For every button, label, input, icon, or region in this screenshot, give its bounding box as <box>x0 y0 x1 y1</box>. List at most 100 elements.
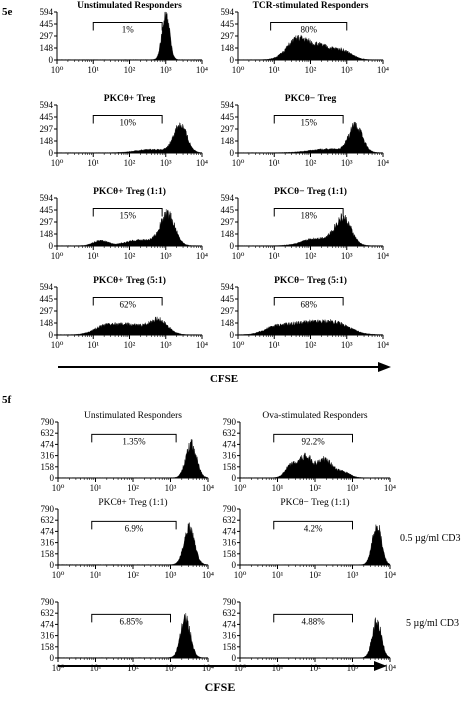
y-tick-label-e2: 445 <box>221 19 235 29</box>
histogram-panel-e2: TCR-stimulated Responders594445297148010… <box>221 1 390 75</box>
x-tick-label-f6: 10³ <box>347 663 359 673</box>
x-tick-label-e3: 10⁴ <box>196 158 208 168</box>
x-tick-label-e8: 10⁴ <box>377 340 389 350</box>
x-tick-label-e4: 10⁴ <box>377 158 389 168</box>
gate-label-e2: 80% <box>300 25 317 35</box>
x-tick-label-f2: 10⁰ <box>234 483 247 493</box>
y-tick-label-e2: 148 <box>221 43 235 53</box>
y-tick-label-e8: 445 <box>221 294 235 304</box>
x-tick-label-e5: 10² <box>124 251 136 261</box>
panel-title-f3: PKCθ+ Treg (1:1) <box>98 497 167 508</box>
y-tick-label-f1: 0 <box>50 473 55 483</box>
y-tick-label-e7: 297 <box>40 306 54 316</box>
y-tick-label-e3: 445 <box>40 112 54 122</box>
panel-title-e8: PKCθ− Treg (5:1) <box>274 275 347 286</box>
y-tick-label-f4: 632 <box>223 515 237 525</box>
x-tick-label-e6: 10² <box>305 251 317 261</box>
x-tick-label-f3: 10⁰ <box>52 570 65 580</box>
y-tick-label-e5: 297 <box>40 217 54 227</box>
panel-title-f1: Unstimulated Responders <box>84 411 182 421</box>
y-tick-label-f1: 790 <box>41 417 55 427</box>
y-tick-label-e7: 0 <box>49 330 54 340</box>
panel-label-5f: 5f <box>2 394 12 406</box>
histogram-panel-f1: Unstimulated Responders79063247431615801… <box>41 411 215 493</box>
gate-bracket-f2 <box>273 433 353 443</box>
y-tick-label-f1: 474 <box>41 439 55 449</box>
x-tick-label-f3: 10² <box>127 570 139 580</box>
y-tick-label-e3: 594 <box>40 100 54 110</box>
gate-label-f6: 4.88% <box>302 616 326 626</box>
x-tick-label-e2: 10³ <box>341 65 353 75</box>
x-tick-label-f2: 10⁴ <box>384 483 396 493</box>
panel-title-e3: PKCθ+ Treg <box>104 94 156 104</box>
x-tick-label-e1: 10⁰ <box>51 65 64 75</box>
x-tick-label-e8: 10² <box>305 340 317 350</box>
gate-label-f3: 6.9% <box>125 523 144 533</box>
y-tick-label-f4: 316 <box>223 538 237 548</box>
y-tick-label-f2: 0 <box>232 473 237 483</box>
x-tick-label-e7: 10³ <box>160 340 172 350</box>
y-tick-label-f3: 632 <box>41 515 55 525</box>
gate-bracket-f1 <box>91 433 177 443</box>
gate-bracket-e3 <box>92 115 163 124</box>
x-tick-label-e4: 10⁰ <box>232 158 245 168</box>
x-tick-label-f5: 10² <box>127 663 139 673</box>
y-tick-label-e5: 0 <box>49 241 54 251</box>
y-tick-label-f3: 158 <box>41 549 55 559</box>
gate-label-e1: 1% <box>122 25 135 35</box>
y-tick-label-f5: 790 <box>41 597 55 607</box>
x-tick-label-e6: 10¹ <box>268 251 280 261</box>
x-tick-label-e6: 10⁰ <box>232 251 245 261</box>
x-tick-label-e1: 10³ <box>160 65 172 75</box>
panel-title-e4: PKCθ− Treg <box>285 94 337 104</box>
x-tick-label-f4: 10² <box>309 570 321 580</box>
panel-title-e6: PKCθ− Treg (1:1) <box>274 186 347 197</box>
y-tick-label-e4: 594 <box>221 100 235 110</box>
x-tick-label-e4: 10¹ <box>268 158 280 168</box>
gate-label-e3: 10% <box>119 118 136 128</box>
x-tick-label-f1: 10⁴ <box>202 483 214 493</box>
y-tick-label-e5: 594 <box>40 193 54 203</box>
gate-label-e7: 62% <box>119 300 136 310</box>
y-tick-label-f6: 632 <box>223 608 237 618</box>
y-tick-label-e2: 0 <box>230 55 235 65</box>
y-tick-label-f6: 316 <box>223 631 237 641</box>
panel-title-e2: TCR-stimulated Responders <box>253 1 369 11</box>
y-tick-label-f1: 316 <box>41 451 55 461</box>
x-tick-label-f5: 10⁴ <box>202 663 214 673</box>
x-tick-label-f3: 10⁴ <box>202 570 214 580</box>
x-tick-label-e1: 10² <box>124 65 136 75</box>
gate-bracket-f3 <box>91 520 177 530</box>
gate-bracket-e4 <box>273 115 344 124</box>
y-tick-label-e4: 148 <box>221 136 235 146</box>
y-tick-label-f1: 632 <box>41 428 55 438</box>
y-tick-label-f2: 316 <box>223 451 237 461</box>
y-tick-label-f5: 0 <box>50 653 55 663</box>
y-tick-label-f3: 474 <box>41 526 55 536</box>
y-tick-label-f6: 0 <box>232 653 237 663</box>
x-tick-label-e7: 10¹ <box>87 340 99 350</box>
x-tick-label-e8: 10¹ <box>268 340 280 350</box>
histogram-fill-e2 <box>237 34 384 61</box>
x-tick-label-e4: 10² <box>305 158 317 168</box>
y-tick-label-e1: 594 <box>40 7 54 17</box>
x-tick-label-e4: 10³ <box>341 158 353 168</box>
y-tick-label-f4: 474 <box>223 526 237 536</box>
x-tick-label-e8: 10⁰ <box>232 340 245 350</box>
x-tick-label-e1: 10⁴ <box>196 65 208 75</box>
y-tick-label-e7: 148 <box>40 318 54 328</box>
y-tick-label-e6: 0 <box>230 241 235 251</box>
y-tick-label-e2: 297 <box>221 31 235 41</box>
gate-label-e4: 15% <box>300 118 317 128</box>
y-tick-label-e4: 297 <box>221 124 235 134</box>
x-tick-label-e3: 10² <box>124 158 136 168</box>
x-tick-label-f2: 10³ <box>347 483 359 493</box>
x-tick-label-f6: 10² <box>309 663 321 673</box>
